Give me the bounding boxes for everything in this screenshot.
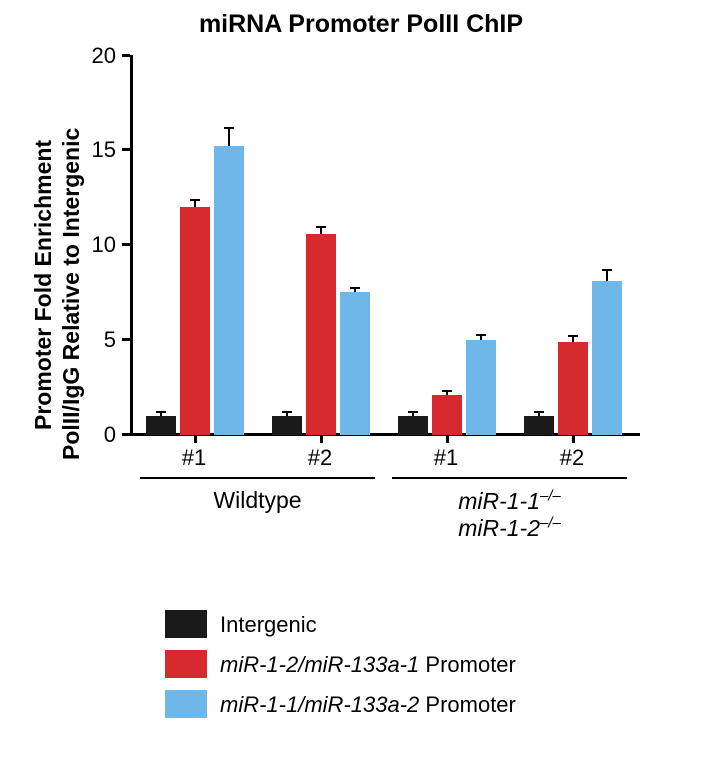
y-tick-20 bbox=[122, 54, 130, 57]
y-tick-0 bbox=[122, 433, 130, 436]
y-tick-label-10: 10 bbox=[86, 232, 116, 258]
errcap-g1-promoter1 bbox=[190, 199, 200, 201]
group-label-wt-text: Wildtype bbox=[213, 487, 301, 513]
bar-g4-promoter1 bbox=[558, 342, 588, 435]
errcap-g4-intergenic bbox=[534, 411, 544, 413]
legend-promoter2-suffix: Promoter bbox=[419, 692, 516, 717]
y-axis-label-line2: PolII/IgG Relative to Intergenic bbox=[58, 128, 85, 460]
errcap-g4-promoter2 bbox=[602, 269, 612, 271]
y-tick-label-15: 15 bbox=[86, 137, 116, 163]
legend-promoter1-suffix: Promoter bbox=[419, 652, 516, 677]
legend-swatch-intergenic bbox=[165, 610, 207, 638]
errcap-g2-intergenic bbox=[282, 411, 292, 413]
errcap-g3-promoter2 bbox=[476, 334, 486, 336]
errcap-g3-intergenic bbox=[408, 411, 418, 413]
err-g4-promoter1 bbox=[572, 337, 574, 342]
group-line-wt bbox=[140, 477, 375, 479]
legend-swatch-promoter2 bbox=[165, 690, 207, 718]
chart-plot-area: 0 5 10 15 20 #1 bbox=[130, 55, 640, 435]
bar-g1-promoter2 bbox=[214, 146, 244, 435]
y-tick-label-5: 5 bbox=[86, 327, 116, 353]
x-label-g4: #2 bbox=[552, 445, 592, 471]
y-tick-15 bbox=[122, 148, 130, 151]
bar-g4-promoter2 bbox=[592, 281, 622, 435]
bar-g4-intergenic bbox=[524, 416, 554, 435]
err-g1-promoter1 bbox=[194, 201, 196, 207]
y-tick-label-20: 20 bbox=[86, 43, 116, 69]
ko-l2-sup: –/– bbox=[540, 515, 561, 532]
err-g3-intergenic bbox=[412, 413, 414, 416]
err-g3-promoter1 bbox=[446, 392, 448, 395]
group-label-ko: miR-1-1–/– miR-1-2–/– bbox=[392, 487, 627, 542]
err-g3-promoter2 bbox=[480, 336, 482, 340]
err-g1-promoter2 bbox=[228, 129, 230, 146]
y-tick-label-0: 0 bbox=[86, 422, 116, 448]
y-tick-10 bbox=[122, 243, 130, 246]
group-label-ko-line1: miR-1-1–/– bbox=[458, 488, 561, 514]
x-tick-g4 bbox=[572, 435, 575, 443]
y-axis-label-line1-text: Promoter Fold Enrichment bbox=[30, 140, 56, 430]
bar-g1-intergenic bbox=[146, 416, 176, 435]
legend-intergenic-text: Intergenic bbox=[220, 612, 317, 637]
chart-title: miRNA Promoter PolII ChIP bbox=[0, 10, 722, 39]
legend-promoter2-text: miR-1-1/miR-133a-2 bbox=[220, 692, 419, 717]
errcap-g3-promoter1 bbox=[442, 390, 452, 392]
ko-l1-text: miR-1-1 bbox=[458, 488, 540, 514]
errcap-g2-promoter2 bbox=[350, 287, 360, 289]
bar-g2-promoter1 bbox=[306, 234, 336, 435]
legend-swatch-promoter1 bbox=[165, 650, 207, 678]
bar-g3-intergenic bbox=[398, 416, 428, 435]
y-axis-line bbox=[130, 55, 133, 435]
legend-promoter1-text: miR-1-2/miR-133a-1 bbox=[220, 652, 419, 677]
bar-g1-promoter1 bbox=[180, 207, 210, 435]
ko-l2-text: miR-1-2 bbox=[458, 515, 540, 541]
x-label-g2: #2 bbox=[300, 445, 340, 471]
bar-g2-intergenic bbox=[272, 416, 302, 435]
group-line-ko bbox=[392, 477, 627, 479]
chart-title-text: miRNA Promoter PolII ChIP bbox=[199, 10, 523, 38]
err-g4-intergenic bbox=[538, 413, 540, 416]
x-tick-g3 bbox=[446, 435, 449, 443]
x-tick-g2 bbox=[320, 435, 323, 443]
y-tick-5 bbox=[122, 338, 130, 341]
err-g2-intergenic bbox=[286, 413, 288, 416]
err-g2-promoter1 bbox=[320, 228, 322, 234]
bar-g2-promoter2 bbox=[340, 292, 370, 435]
x-label-g3: #1 bbox=[426, 445, 466, 471]
err-g4-promoter2 bbox=[606, 271, 608, 281]
legend-label-intergenic: Intergenic bbox=[220, 612, 317, 638]
legend-label-promoter2: miR-1-1/miR-133a-2 Promoter bbox=[220, 692, 516, 718]
errcap-g1-promoter2 bbox=[224, 127, 234, 129]
legend-label-promoter1: miR-1-2/miR-133a-1 Promoter bbox=[220, 652, 516, 678]
bar-g3-promoter2 bbox=[466, 340, 496, 435]
errcap-g2-promoter1 bbox=[316, 226, 326, 228]
errcap-g4-promoter1 bbox=[568, 335, 578, 337]
x-label-g1: #1 bbox=[174, 445, 214, 471]
errcap-g1-intergenic bbox=[156, 411, 166, 413]
x-tick-g1 bbox=[194, 435, 197, 443]
group-label-ko-line2: miR-1-2–/– bbox=[458, 515, 561, 541]
ko-l1-sup: –/– bbox=[540, 487, 561, 504]
err-g2-promoter2 bbox=[354, 289, 356, 292]
err-g1-intergenic bbox=[160, 413, 162, 416]
y-axis-label-line2-text: PolII/IgG Relative to Intergenic bbox=[58, 128, 84, 460]
bar-g3-promoter1 bbox=[432, 395, 462, 435]
group-label-wt: Wildtype bbox=[140, 487, 375, 514]
y-axis-label-line1: Promoter Fold Enrichment bbox=[30, 140, 57, 430]
